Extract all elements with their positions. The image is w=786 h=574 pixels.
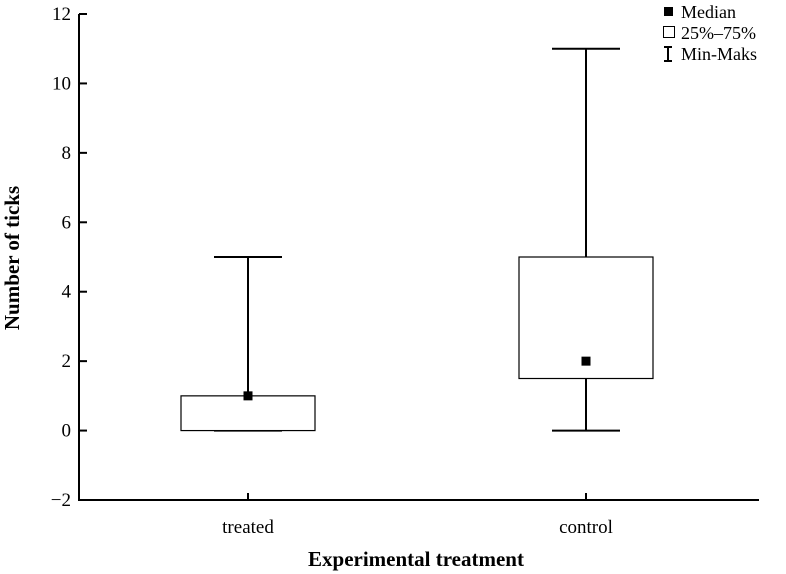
legend-whisker-label: Min-Maks <box>681 44 757 64</box>
y-tick-label: 0 <box>62 421 72 442</box>
box-control <box>518 47 654 432</box>
y-tick-label: 2 <box>62 351 72 372</box>
legend-quartile-label: 25%–75% <box>681 23 756 43</box>
x-tick-label: treated <box>222 517 274 538</box>
axes <box>78 14 759 501</box>
box-treated <box>180 256 316 432</box>
boxes <box>180 47 654 432</box>
x-ticks: treated control <box>222 493 613 538</box>
x-tick-label: control <box>559 517 613 538</box>
y-tick-label: 10 <box>52 73 71 94</box>
y-ticks: −2 0 2 4 6 8 10 12 <box>51 4 87 511</box>
y-tick-label: 4 <box>62 282 72 303</box>
median-marker <box>581 356 591 366</box>
quartile-box <box>180 395 316 432</box>
y-tick-label: −2 <box>51 490 71 511</box>
legend: Median 25%–75% Min-Maks <box>663 2 757 64</box>
y-tick-label: 8 <box>62 143 72 164</box>
legend-median-symbol <box>664 7 673 16</box>
legend-quartile-symbol <box>663 26 675 38</box>
y-tick-label: 6 <box>62 212 72 233</box>
legend-whisker-symbol <box>664 46 672 62</box>
x-axis-title: Experimental treatment <box>308 547 524 571</box>
legend-median-label: Median <box>681 2 736 22</box>
median-marker <box>243 391 253 401</box>
y-tick-label: 12 <box>52 4 71 25</box>
y-axis-title: Number of ticks <box>0 186 24 330</box>
